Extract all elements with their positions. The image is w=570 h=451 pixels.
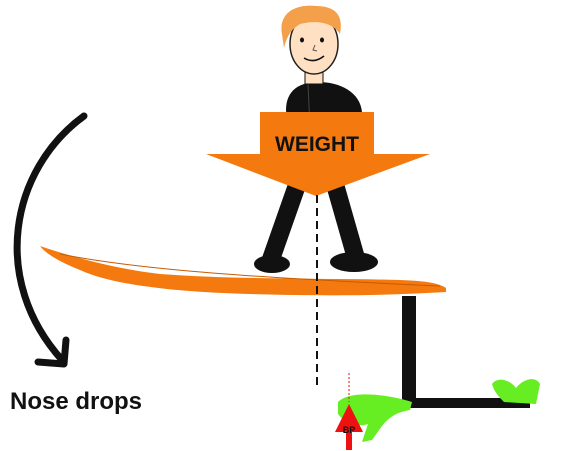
bp-arrow: BP (335, 373, 363, 450)
weight-arrow: WEIGHT (206, 112, 430, 196)
hydrofoil (338, 296, 540, 442)
rider-hair (281, 5, 341, 48)
right-shoe (330, 252, 378, 272)
weight-label: WEIGHT (275, 133, 359, 156)
rider-legs (254, 179, 378, 273)
front-wing (338, 394, 412, 442)
nose-drop-arrow-icon (13, 112, 88, 368)
surfboard (40, 246, 446, 296)
left-shoe (254, 255, 290, 273)
bp-label: BP (343, 425, 356, 435)
nose-drops-label: Nose drops (10, 388, 142, 415)
rear-stabilizer (492, 379, 540, 404)
foil-mast (402, 296, 416, 404)
foil-fuselage (402, 398, 530, 408)
